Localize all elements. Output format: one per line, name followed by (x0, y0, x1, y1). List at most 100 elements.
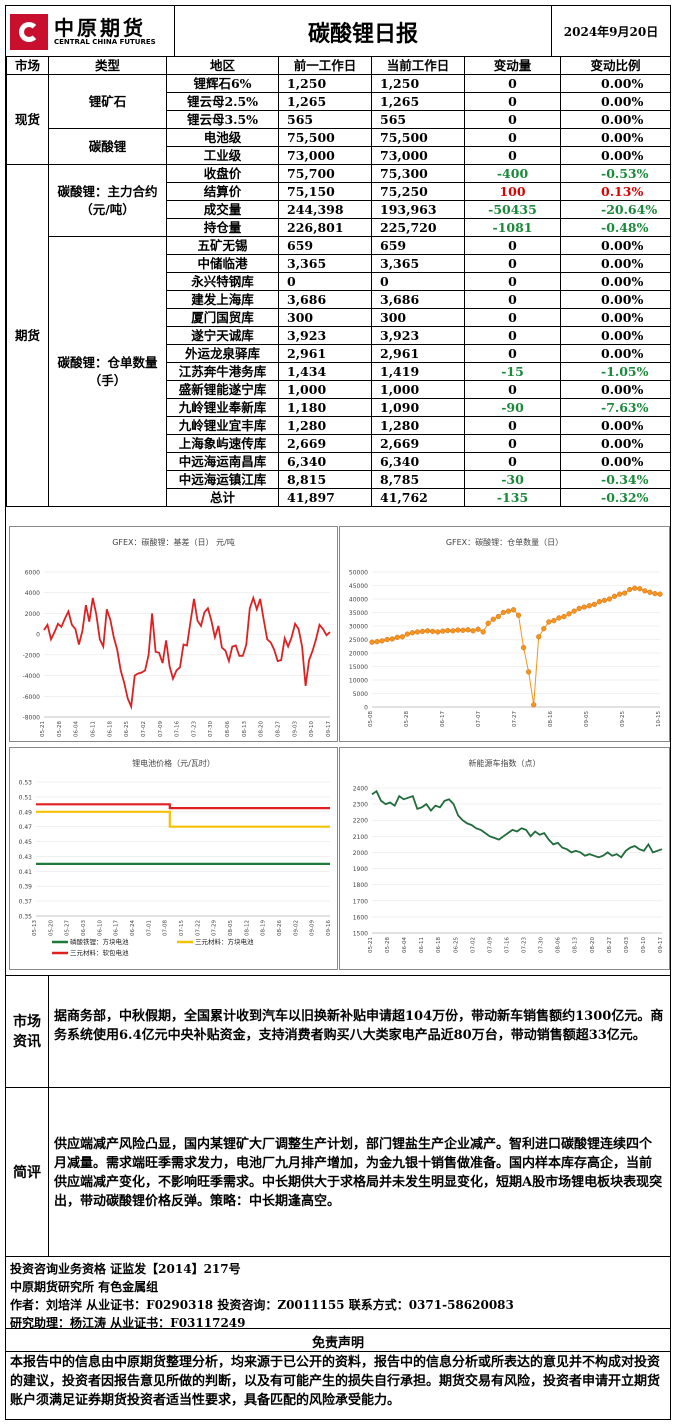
chg-cell: 0 (464, 272, 561, 291)
x-tick-label: 08-27 (607, 937, 613, 953)
chg-cell: 0 (464, 290, 561, 309)
prev-cell: 300 (278, 308, 372, 327)
pct-cell: 0.00% (560, 308, 671, 327)
pct-cell: -0.53% (560, 164, 671, 183)
region-cell: 锂云母3.5% (166, 110, 279, 129)
legend-label: 磷酸铁锂：方块电池 (70, 937, 129, 946)
chg-cell: 0 (464, 74, 561, 93)
prev-cell: 75,150 (278, 182, 372, 201)
pct-cell: 0.00% (560, 92, 671, 111)
region-cell: 中储临港 (166, 254, 279, 273)
region-cell: 上海象屿速传库 (166, 434, 279, 453)
cur-cell: 75,250 (371, 182, 465, 201)
disclaimer-title: 免责声明 (311, 1336, 364, 1351)
y-tick-label: 0.41 (19, 869, 33, 876)
y-tick-label: 0.37 (19, 899, 33, 906)
table-row: 盛新锂能遂宁库 1,000 1,000 0 0.00% (7, 380, 671, 399)
chg-cell: 0 (464, 128, 561, 147)
data-point (450, 628, 456, 634)
y-tick-label: 15000 (349, 664, 368, 671)
cur-cell: 3,686 (371, 290, 465, 309)
x-tick-label: 06-18 (436, 937, 442, 953)
x-tick-label: 08-13 (573, 937, 579, 953)
region-cell: 收盘价 (166, 164, 279, 183)
prev-cell: 226,801 (278, 218, 372, 237)
chg-cell: 0 (464, 308, 561, 327)
prev-cell: 73,000 (278, 146, 372, 165)
qualification-line: 投资咨询业务资格 证监发【2014】217号 (10, 1262, 241, 1276)
chg-cell: 100 (464, 182, 561, 201)
y-tick-label: 20000 (349, 651, 368, 658)
pct-cell: 0.00% (560, 290, 671, 309)
data-point (414, 629, 421, 635)
x-tick-label: 07-30 (208, 721, 214, 737)
header-region: 地区 (166, 56, 279, 75)
chg-cell: 0 (464, 92, 561, 111)
prev-cell: 1,265 (278, 92, 372, 111)
type-cell: 碳酸锂：仓单数量（手） (48, 236, 167, 507)
data-point (627, 586, 633, 593)
data-point (536, 634, 542, 640)
review-label: 简评 (6, 1088, 49, 1257)
pct-cell: 0.00% (560, 110, 671, 129)
data-point (642, 588, 648, 594)
y-tick-label: 0 (36, 632, 40, 639)
data-point (490, 616, 496, 622)
cur-cell: 193,963 (371, 200, 465, 219)
region-cell: 结算价 (166, 182, 279, 201)
y-tick-label: -6000 (23, 694, 41, 701)
y-tick-label: 0.39 (19, 884, 33, 891)
x-tick-label: 06-11 (419, 937, 425, 953)
prev-cell: 1,434 (278, 362, 372, 381)
table-row: 遂宁天诚库 3,923 3,923 0 0.00% (7, 326, 671, 345)
cur-cell: 1,000 (371, 380, 465, 399)
data-point (616, 591, 623, 597)
y-tick-label: 1900 (353, 866, 368, 873)
pct-cell: 0.00% (560, 254, 671, 273)
data-point (399, 634, 405, 640)
cur-cell: 1,280 (371, 416, 465, 435)
data-point (520, 644, 527, 651)
table-row: 上海象屿速传库 2,669 2,669 0 0.00% (7, 434, 671, 453)
data-point (455, 627, 461, 633)
x-tick-label: 06-11 (90, 721, 96, 737)
data-point (500, 609, 506, 616)
type-cell: 碳酸锂：主力合约（元/吨） (48, 164, 167, 237)
header-type: 类型 (48, 56, 167, 75)
legend-label: 三元材料：软包电池 (70, 948, 129, 957)
chart-title: 新能源车指数（点） (468, 759, 541, 768)
table-row: 外运龙泉驿库 2,961 2,961 0 0.00% (7, 344, 671, 363)
chg-cell: 0 (464, 254, 561, 273)
cur-cell: 8,785 (371, 470, 465, 489)
review-text: 供应端减产风险凸显，国内某锂矿大厂调整生产计划，部门锂盐生产企业减产。智利进口碳… (54, 1137, 663, 1209)
cur-cell: 300 (371, 308, 465, 327)
cur-cell: 1,419 (371, 362, 465, 381)
prev-cell: 1,280 (278, 416, 372, 435)
chg-cell: 0 (464, 380, 561, 399)
region-cell: 遂宁天诚库 (166, 326, 279, 345)
market-cell: 现货 (6, 74, 49, 165)
chg-cell: -400 (464, 164, 561, 183)
chg-cell: -50435 (464, 200, 561, 219)
pct-cell: 0.00% (560, 236, 671, 255)
cur-cell: 0 (371, 272, 465, 291)
report-title: 碳酸锂日报 (307, 21, 418, 47)
x-tick-label: 05-27 (65, 920, 71, 936)
y-tick-label: 40000 (349, 597, 368, 604)
y-tick-label: 0.47 (19, 824, 33, 831)
cur-cell: 3,365 (371, 254, 465, 273)
x-tick-label: 07-02 (141, 721, 147, 737)
prev-cell: 3,923 (278, 326, 372, 345)
chg-cell: 0 (464, 236, 561, 255)
x-tick-label: 06-17 (114, 920, 120, 936)
battery-price-chart: 锂电池价格（元/瓦时） 0.53 0.51 0.49 0.47 0.45 0.43 0.41… (9, 747, 338, 970)
region-cell: 成交量 (166, 200, 279, 219)
x-tick-label: 07-16 (175, 721, 181, 737)
x-tick-label: 07-30 (539, 937, 545, 953)
x-tick-label: 07-29 (212, 920, 218, 936)
x-tick-label: 07-09 (158, 721, 164, 737)
pct-cell: -0.48% (560, 218, 671, 237)
pct-cell: 0.00% (560, 434, 671, 453)
data-point (505, 608, 512, 614)
x-tick-label: 06-25 (124, 721, 130, 737)
